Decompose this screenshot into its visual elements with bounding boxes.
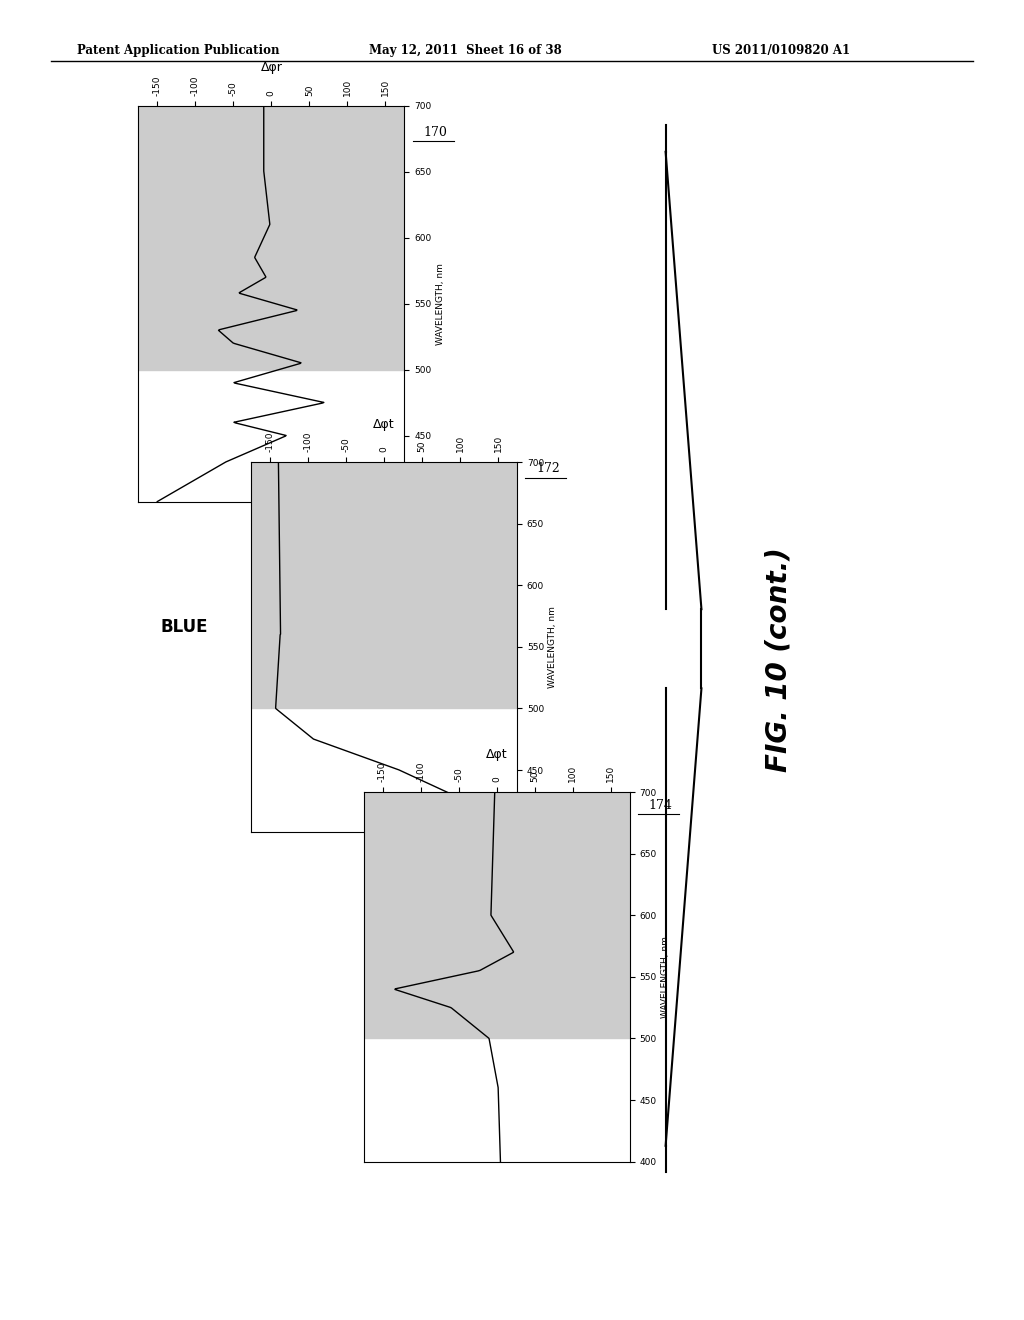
Text: US 2011/0109820 A1: US 2011/0109820 A1 (712, 44, 850, 57)
Text: 174: 174 (648, 799, 673, 812)
Text: 172: 172 (536, 462, 560, 475)
Text: FIG. 10 (cont.): FIG. 10 (cont.) (764, 548, 793, 772)
Y-axis label: WAVELENGTH, nm: WAVELENGTH, nm (435, 263, 444, 345)
Text: May 12, 2011  Sheet 16 of 38: May 12, 2011 Sheet 16 of 38 (369, 44, 561, 57)
X-axis label: Δφr: Δφr (260, 61, 283, 74)
X-axis label: Δφt: Δφt (485, 747, 508, 760)
X-axis label: Δφt: Δφt (373, 417, 395, 430)
Bar (364, 792, 630, 1039)
Text: Patent Application Publication: Patent Application Publication (77, 44, 280, 57)
Y-axis label: WAVELENGTH, nm: WAVELENGTH, nm (548, 606, 557, 688)
Bar (251, 462, 517, 709)
Text: BLUE: BLUE (161, 618, 208, 636)
Y-axis label: WAVELENGTH, nm: WAVELENGTH, nm (660, 936, 670, 1018)
Bar (138, 106, 404, 370)
Text: 170: 170 (423, 125, 447, 139)
